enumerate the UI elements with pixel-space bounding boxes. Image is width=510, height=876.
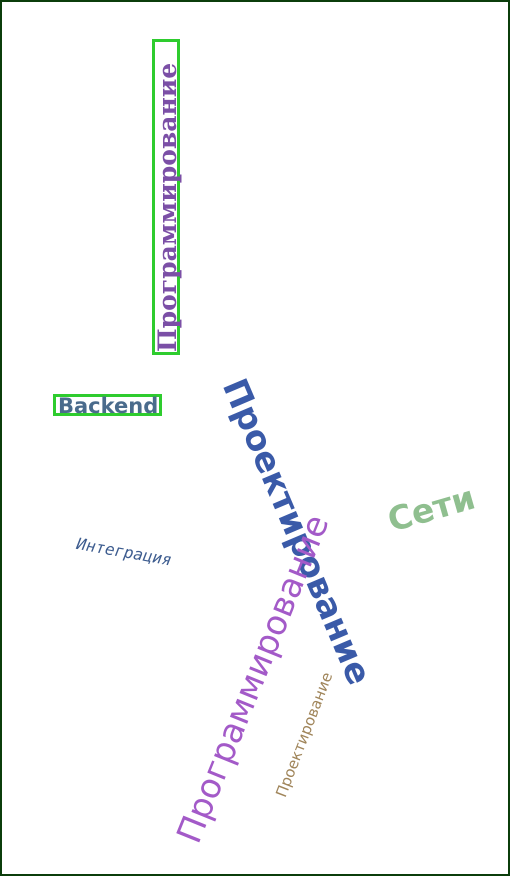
word-networks: Сети — [383, 477, 480, 540]
word-backend[interactable]: Backend — [53, 394, 162, 417]
word-programming-diagonal: Программирование — [169, 509, 338, 849]
word-design-small: Проектирование — [272, 669, 337, 800]
word-programming-top[interactable]: Программирование — [152, 39, 182, 355]
word-integration: Интеграция — [75, 534, 174, 570]
